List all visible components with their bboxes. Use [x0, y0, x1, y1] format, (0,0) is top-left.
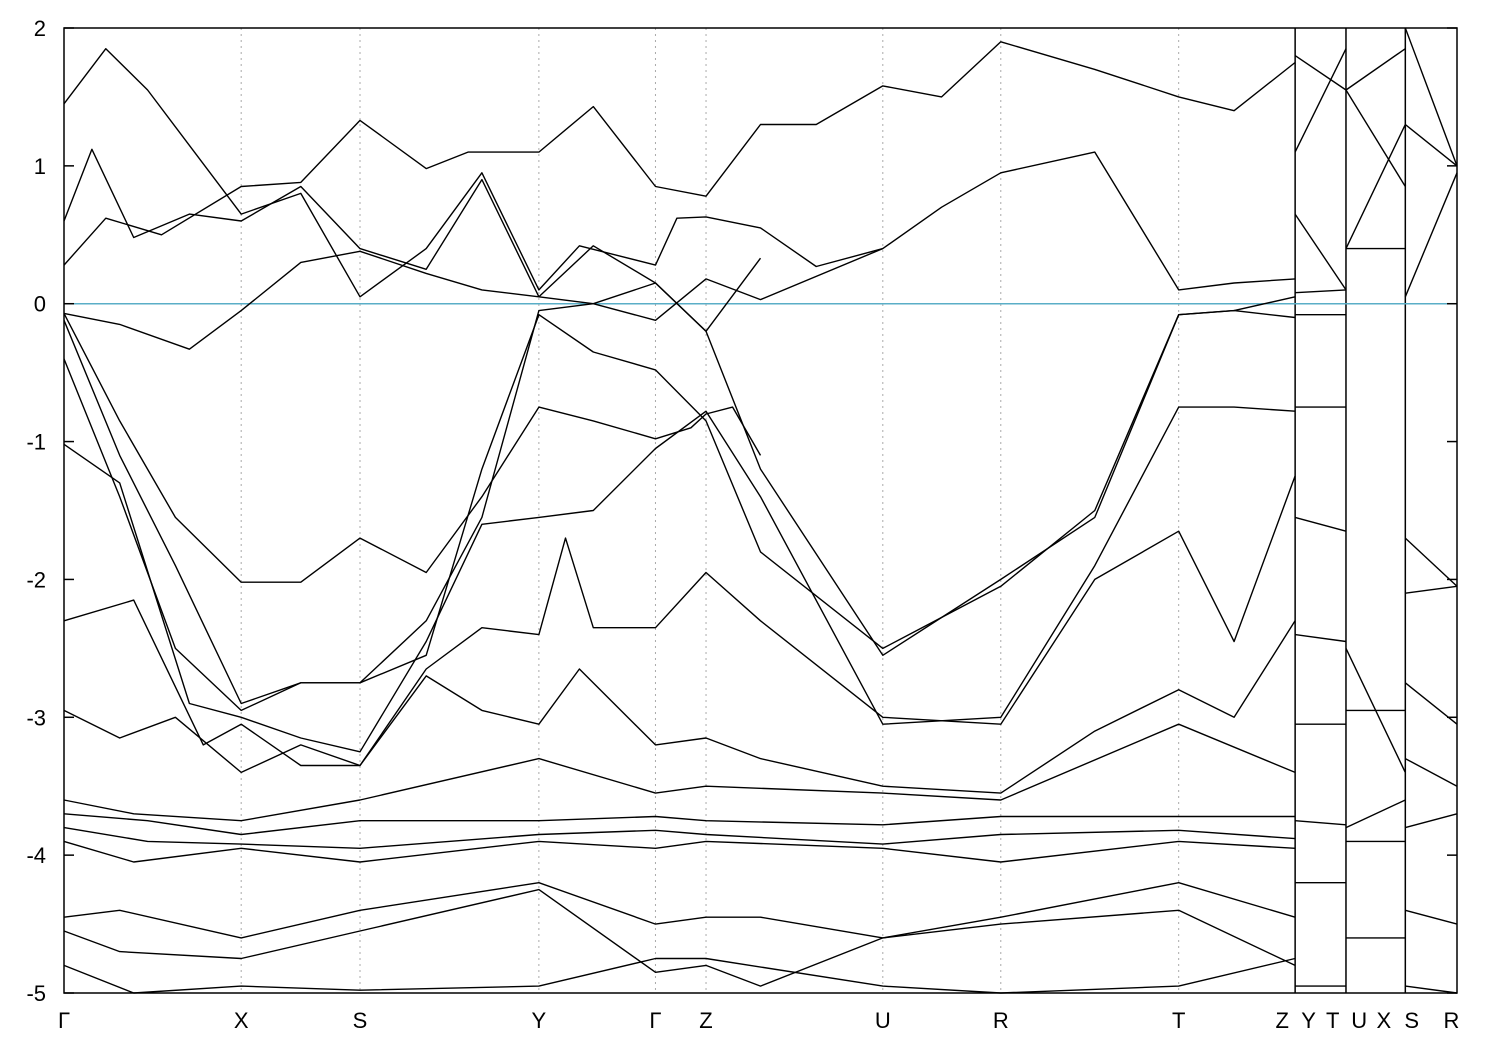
band-segment — [1295, 820, 1347, 826]
band-line — [63, 296, 1296, 705]
grid-layer — [240, 28, 1407, 993]
band-segment — [1404, 757, 1458, 787]
band-line — [63, 826, 1296, 849]
band-line — [63, 957, 1296, 994]
band-line — [63, 282, 1296, 712]
band-line — [63, 723, 1296, 822]
x-tick-label: R — [1443, 1008, 1459, 1033]
x-tick-label: X — [234, 1008, 249, 1033]
y-tick-label: -4 — [26, 843, 46, 868]
band-segment — [1405, 585, 1458, 594]
y-tick-label: 0 — [34, 292, 46, 317]
x-tick-label: U — [875, 1008, 891, 1033]
band-line — [63, 148, 762, 332]
band-segment — [1345, 48, 1406, 91]
band-segment — [1295, 633, 1347, 643]
bands-layer — [63, 27, 1458, 994]
band-segment — [1404, 123, 1458, 167]
x-tick-label: U — [1351, 1008, 1367, 1033]
x-tick-label: R — [993, 1008, 1009, 1033]
x-tick-label: X — [1377, 1008, 1392, 1033]
band-line — [63, 813, 1296, 836]
band-segment — [1294, 213, 1347, 291]
y-tick-label: 1 — [34, 154, 46, 179]
band-line — [63, 151, 1296, 350]
band-line — [63, 888, 1296, 987]
x-tick-label: Y — [1301, 1008, 1316, 1033]
band-line — [63, 620, 1296, 794]
y-tick-label: -3 — [26, 705, 46, 730]
band-segment — [1405, 909, 1458, 925]
band-segment — [1404, 537, 1458, 587]
band-segment — [1295, 289, 1347, 294]
band-segment — [1404, 172, 1458, 298]
band-segment — [1294, 55, 1347, 91]
y-tick-label: -1 — [26, 430, 46, 455]
x-tick-label: Z — [1275, 1008, 1288, 1033]
band-segment — [1345, 89, 1406, 187]
band-line — [63, 41, 1296, 266]
x-tick-label: Y — [532, 1008, 547, 1033]
y-tick-labels: -5 -4 -3 -2 -1 0 1 2 — [26, 16, 46, 1006]
x-tick-label: Γ — [649, 1008, 661, 1033]
y-tick-label: -5 — [26, 981, 46, 1006]
y-tick-label: 2 — [34, 16, 46, 41]
x-tick-label: Z — [699, 1008, 712, 1033]
x-tick-label: Γ — [58, 1008, 70, 1033]
band-line — [63, 882, 1296, 939]
band-line — [63, 840, 1296, 863]
band-segment — [1345, 799, 1406, 829]
band-segment — [1294, 516, 1347, 532]
band-line — [63, 475, 1296, 767]
band-segment — [1294, 48, 1347, 153]
band-line — [63, 313, 762, 583]
ticks-layer — [64, 27, 1457, 994]
band-line — [63, 48, 883, 298]
band-segment — [1405, 985, 1458, 994]
band-line — [63, 406, 1296, 753]
x-tick-label: S — [1404, 1008, 1419, 1033]
x-tick-label: S — [353, 1008, 368, 1033]
x-tick-label: T — [1172, 1008, 1185, 1033]
x-tick-label: T — [1326, 1008, 1339, 1033]
plot-frame — [63, 27, 1458, 994]
band-segment — [1345, 124, 1406, 249]
y-tick-label: -2 — [26, 567, 46, 592]
band-segment — [1404, 27, 1458, 167]
band-segment — [1405, 813, 1458, 829]
